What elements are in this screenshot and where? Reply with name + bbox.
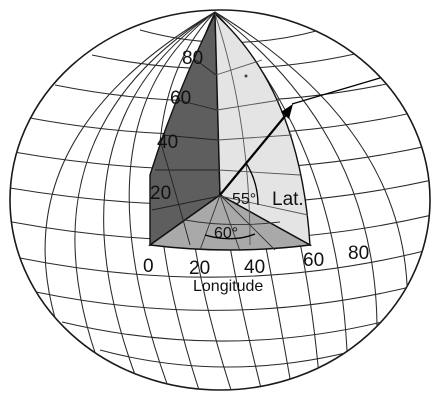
- lon-tick-60: 60: [303, 250, 324, 271]
- latitude-label: Lat.: [272, 189, 304, 210]
- latitude-angle-label: 55°: [232, 191, 256, 208]
- radius-line: [219, 109, 291, 196]
- parallel: [99, 347, 366, 368]
- radius-arrowhead: [281, 104, 293, 119]
- meridian: [128, 11, 216, 390]
- parallel: [35, 284, 419, 311]
- meridian: [74, 11, 216, 381]
- light-meridian-sector: [214, 12, 311, 247]
- lon-tick-40: 40: [244, 257, 265, 278]
- lat-tick-80: 80: [182, 48, 203, 69]
- parallel: [61, 317, 399, 342]
- equatorial-lines: [184, 194, 281, 252]
- longitude-angle-arc: [204, 233, 256, 240]
- meridian: [214, 11, 378, 375]
- lon-tick-20: 20: [189, 258, 210, 279]
- lat-tick-40: 40: [157, 132, 178, 153]
- longitude-label: Longitude: [193, 278, 263, 295]
- marker-dot: [244, 74, 248, 78]
- dark-meridian-sector: [149, 13, 221, 247]
- lat-tick-60: 60: [170, 88, 191, 109]
- lon-tick-80: 80: [348, 243, 369, 264]
- meridian: [44, 11, 216, 361]
- dark-sector-lines: [151, 59, 221, 246]
- parallel: [19, 249, 429, 278]
- lat-tick-20: 20: [150, 183, 171, 204]
- longitude-angle-label: 60°: [214, 225, 238, 242]
- light-sector-lines: [214, 13, 309, 246]
- latitude-angle-arc: [245, 162, 259, 206]
- surface-line: [291, 77, 381, 105]
- lon-tick-0: 0: [143, 256, 154, 277]
